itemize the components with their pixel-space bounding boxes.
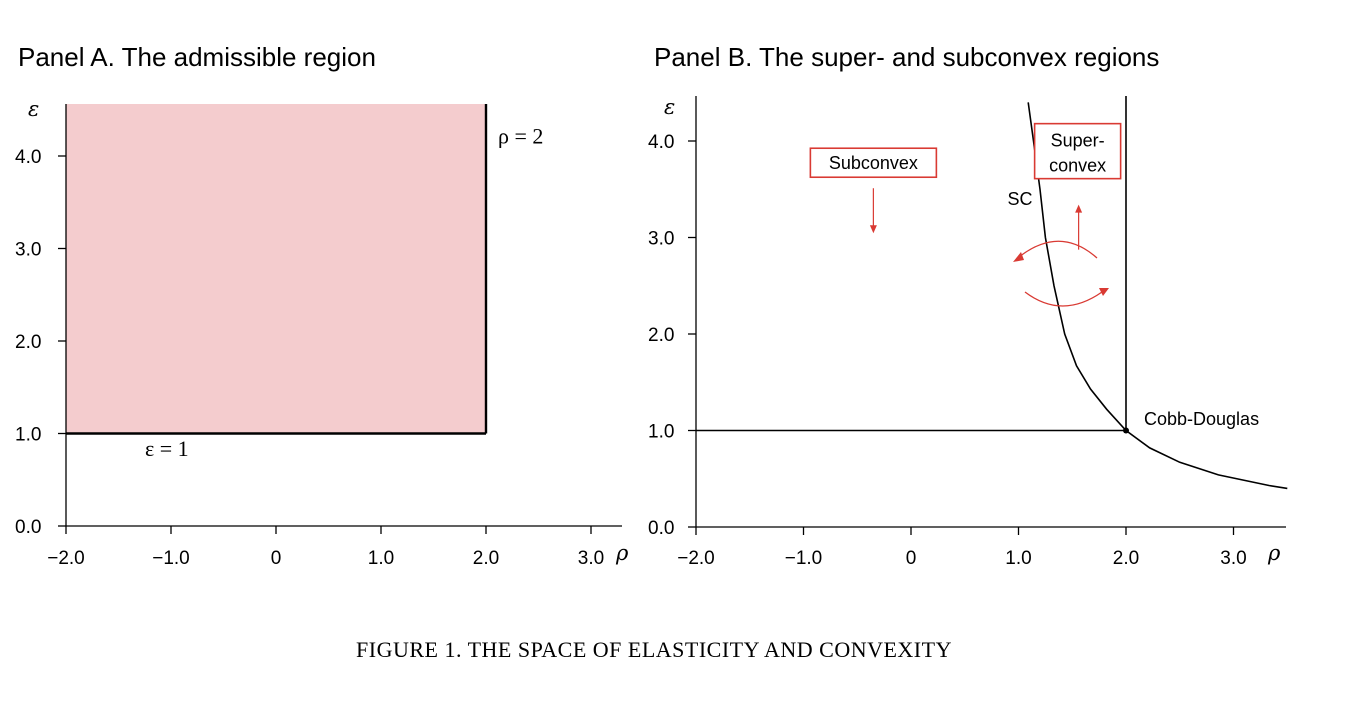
figure-caption: FIGURE 1. THE SPACE OF ELASTICITY AND CO… bbox=[356, 637, 952, 662]
superconvex-up-arrowhead bbox=[1075, 204, 1083, 213]
panel-a-x-tick-label: 1.0 bbox=[368, 548, 394, 569]
superconvex-annotation: Super- convex bbox=[1033, 122, 1122, 250]
cobb-douglas-label: Cobb-Douglas bbox=[1144, 409, 1259, 429]
panel-b-x-tick-label: 1.0 bbox=[1005, 548, 1031, 569]
panel-b-y-ticks: 0.0 1.0 2.0 3.0 4.0 bbox=[648, 132, 696, 539]
subconvex-annotation: Subconvex bbox=[809, 147, 938, 234]
panel-a-x-tick-label: 3.0 bbox=[578, 548, 604, 569]
lower-rotation-arc bbox=[1024, 291, 1103, 307]
upper-rotation-arrowhead bbox=[1013, 252, 1024, 262]
panel-b-y-axis-label: ε bbox=[664, 95, 675, 119]
subconvex-box bbox=[809, 147, 938, 179]
panel-b-x-axis-label: ρ bbox=[1267, 541, 1281, 565]
panel-a: Panel A. The admissible region 0.0 1.0 2.0… bbox=[15, 42, 629, 569]
sc-curve-label: SC bbox=[1008, 189, 1033, 209]
panel-a-x-tick-label: −1.0 bbox=[152, 548, 190, 569]
rho-equals-two-label: ρ = 2 bbox=[498, 124, 543, 149]
panel-a-y-tick-label: 2.0 bbox=[15, 332, 41, 353]
upper-rotation-arc bbox=[1018, 240, 1098, 259]
panel-a-title: Panel A. The admissible region bbox=[18, 42, 376, 72]
panel-a-y-axis-label: ε bbox=[28, 97, 39, 121]
panel-b-y-tick-label: 4.0 bbox=[648, 132, 674, 153]
panel-b-title: Panel B. The super- and subconvex region… bbox=[654, 42, 1159, 72]
panel-b-x-tick-label: 0 bbox=[906, 548, 917, 569]
panel-b-y-tick-label: 3.0 bbox=[648, 229, 674, 250]
panel-b-x-tick-label: −1.0 bbox=[785, 548, 823, 569]
panel-b-x-tick-label: −2.0 bbox=[677, 548, 715, 569]
panel-a-y-tick-label: 4.0 bbox=[15, 147, 41, 168]
lower-rotation-arrowhead bbox=[1099, 288, 1109, 296]
panel-b: Panel B. The super- and subconvex region… bbox=[648, 42, 1288, 569]
admissible-region-fill bbox=[66, 104, 486, 434]
cobb-douglas-point bbox=[1123, 427, 1129, 434]
panel-a-x-tick-label: 0 bbox=[271, 548, 282, 569]
sc-curve bbox=[1027, 102, 1288, 490]
subconvex-down-arrowhead bbox=[869, 225, 877, 234]
panel-a-x-ticks: −2.0 −1.0 0 1.0 2.0 3.0 bbox=[47, 526, 604, 569]
superconvex-label-line-2: convex bbox=[1049, 156, 1106, 176]
panel-b-y-tick-label: 0.0 bbox=[648, 518, 674, 539]
panel-b-x-tick-label: 2.0 bbox=[1113, 548, 1139, 569]
panel-a-x-tick-label: 2.0 bbox=[473, 548, 499, 569]
superconvex-label-line-1: Super- bbox=[1051, 131, 1105, 151]
superconvex-box bbox=[1033, 122, 1122, 180]
panel-b-x-tick-label: 3.0 bbox=[1220, 548, 1246, 569]
panel-b-x-ticks: −2.0 −1.0 0 1.0 2.0 3.0 bbox=[677, 527, 1247, 569]
panel-a-y-tick-label: 1.0 bbox=[15, 425, 41, 446]
rotation-arrows bbox=[1013, 240, 1109, 307]
panel-a-x-tick-label: −2.0 bbox=[47, 548, 85, 569]
epsilon-equals-one-label: ε = 1 bbox=[145, 436, 189, 461]
panel-b-y-tick-label: 2.0 bbox=[648, 325, 674, 346]
panel-a-x-axis-label: ρ bbox=[615, 541, 629, 565]
panel-a-y-tick-label: 3.0 bbox=[15, 240, 41, 261]
subconvex-label: Subconvex bbox=[829, 153, 918, 173]
panel-b-y-tick-label: 1.0 bbox=[648, 422, 674, 443]
panel-a-y-tick-label: 0.0 bbox=[15, 517, 41, 538]
panel-a-y-ticks: 0.0 1.0 2.0 3.0 4.0 bbox=[15, 147, 66, 538]
